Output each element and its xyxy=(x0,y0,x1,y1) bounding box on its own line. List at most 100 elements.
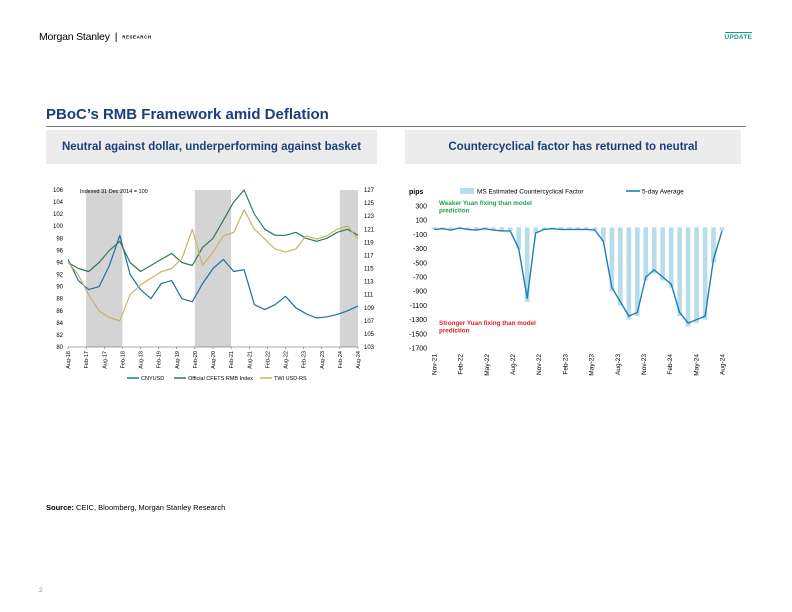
page-title: PBoC’s RMB Framework amid Deflation xyxy=(46,106,329,123)
stronger-yuan-note-line: prediction xyxy=(439,328,470,335)
factor-bar xyxy=(431,227,437,230)
x-tick-label: Aug-21 xyxy=(247,351,253,369)
x-tick-label: Feb-18 xyxy=(120,351,126,368)
source-label: Source: xyxy=(46,503,74,512)
factor-bar xyxy=(516,227,522,249)
y-tick-label: 100 xyxy=(415,218,427,225)
y-left-tick-label: 88 xyxy=(56,297,63,303)
x-tick-label: Feb-24 xyxy=(667,354,674,375)
factor-bar xyxy=(465,227,471,230)
y-left-tick-label: 98 xyxy=(56,236,63,242)
brand-separator: | xyxy=(114,31,118,43)
update-badge: UPDATE xyxy=(724,32,752,41)
x-tick-label: Feb-20 xyxy=(193,351,199,368)
factor-bar xyxy=(490,227,496,231)
x-tick-label: Feb-23 xyxy=(302,351,308,368)
x-tick-label: Aug-23 xyxy=(320,351,326,369)
factor-bar xyxy=(499,227,505,231)
series-line-cnyusd xyxy=(67,234,359,319)
x-tick-label: May-22 xyxy=(484,354,491,376)
y-left-tick-label: 100 xyxy=(53,224,64,230)
y-right-tick-label: 125 xyxy=(364,201,375,207)
y-right-tick-label: 105 xyxy=(364,332,375,338)
legend-label-factor: MS Estimated Countercyclical Factor xyxy=(477,189,584,196)
stronger-yuan-note-line: Stronger Yuan fixing than model xyxy=(439,320,536,327)
legend-label: Official CFETS RMB Index xyxy=(188,376,253,382)
factor-bar xyxy=(584,227,589,230)
left-panel-title: Neutral against dollar, underperforming … xyxy=(46,130,377,164)
y-tick-label: -1700 xyxy=(409,346,427,353)
y-right-tick-label: 113 xyxy=(364,280,374,286)
x-tick-label: Aug-23 xyxy=(615,354,622,375)
x-tick-label: Aug-20 xyxy=(211,351,217,369)
y-left-tick-label: 102 xyxy=(53,212,64,218)
x-tick-label: Aug-17 xyxy=(102,351,108,369)
x-tick-label: Feb-21 xyxy=(229,351,235,368)
right-panel-title: Countercyclical factor has returned to n… xyxy=(405,130,741,164)
y-right-tick-label: 117 xyxy=(364,253,374,259)
y-left-tick-label: 96 xyxy=(56,248,63,254)
factor-bar xyxy=(677,227,682,317)
x-tick-label: Feb-22 xyxy=(458,354,465,375)
x-tick-label: Aug-22 xyxy=(510,354,517,375)
y-left-tick-label: 92 xyxy=(56,273,63,279)
y-left-tick-label: 106 xyxy=(53,188,64,194)
factor-bar xyxy=(592,227,598,231)
factor-bar xyxy=(702,227,708,320)
y-right-tick-label: 115 xyxy=(364,267,374,273)
x-tick-label: Nov-21 xyxy=(432,354,439,375)
y-right-tick-label: 119 xyxy=(364,240,374,246)
factor-bar xyxy=(533,227,538,233)
y-right-tick-label: 121 xyxy=(364,227,375,233)
y-right-tick-label: 127 xyxy=(364,188,375,194)
y-axis-unit-label: pips xyxy=(409,189,423,196)
factor-bar xyxy=(601,227,606,242)
legend-label-average: 5-day Average xyxy=(642,189,684,196)
x-tick-label: Feb-17 xyxy=(84,351,90,368)
x-tick-label: Aug-22 xyxy=(284,351,290,369)
factor-bar xyxy=(575,227,581,230)
legend-label: CNYUSD xyxy=(141,376,164,382)
brand-name: Morgan Stanley xyxy=(39,31,110,43)
y-left-tick-label: 86 xyxy=(56,309,63,315)
x-tick-label: Aug-18 xyxy=(139,351,145,369)
y-tick-label: -1300 xyxy=(409,317,427,324)
factor-bar xyxy=(668,227,674,288)
x-tick-label: Nov-23 xyxy=(641,354,648,375)
y-left-tick-label: 80 xyxy=(56,345,63,351)
y-left-tick-label: 104 xyxy=(53,200,64,206)
series-line-official-cfets-rmb-index xyxy=(67,189,359,273)
y-tick-label: -500 xyxy=(413,260,427,267)
x-tick-label: Aug-24 xyxy=(720,354,727,375)
factor-bar xyxy=(474,227,479,231)
y-tick-label: -700 xyxy=(413,275,427,282)
factor-bar xyxy=(711,227,716,263)
factor-bar xyxy=(643,227,649,281)
y-tick-label: 300 xyxy=(415,204,427,211)
factor-bar xyxy=(694,227,699,324)
x-tick-label: May-24 xyxy=(693,354,700,376)
x-tick-label: Aug-24 xyxy=(356,351,362,369)
five-day-average-line xyxy=(433,227,723,324)
factor-bar xyxy=(558,227,564,230)
x-tick-label: Feb-23 xyxy=(562,354,569,375)
weaker-yuan-note-line: prediction xyxy=(439,208,470,215)
y-left-tick-label: 90 xyxy=(56,285,63,291)
y-tick-label: -1100 xyxy=(410,303,427,310)
factor-bar xyxy=(507,227,513,231)
legend-label: TWI USD-RS xyxy=(274,376,307,382)
y-right-tick-label: 123 xyxy=(364,214,375,220)
x-tick-label: Feb-22 xyxy=(265,351,271,368)
x-tick-label: Aug-19 xyxy=(175,351,181,369)
weaker-yuan-note: Weaker Yuan fixing than model prediction xyxy=(439,200,532,215)
index-base-note: Indexed 31 Dec 2014 = 100 xyxy=(80,189,148,195)
y-tick-label: -900 xyxy=(413,289,427,296)
weaker-yuan-note-line: Weaker Yuan fixing than model xyxy=(439,200,532,207)
y-tick-label: -300 xyxy=(413,246,427,253)
research-label: RESEARCH xyxy=(122,34,152,40)
factor-bar xyxy=(660,227,666,281)
factor-bar xyxy=(609,227,615,292)
title-divider xyxy=(46,126,746,127)
